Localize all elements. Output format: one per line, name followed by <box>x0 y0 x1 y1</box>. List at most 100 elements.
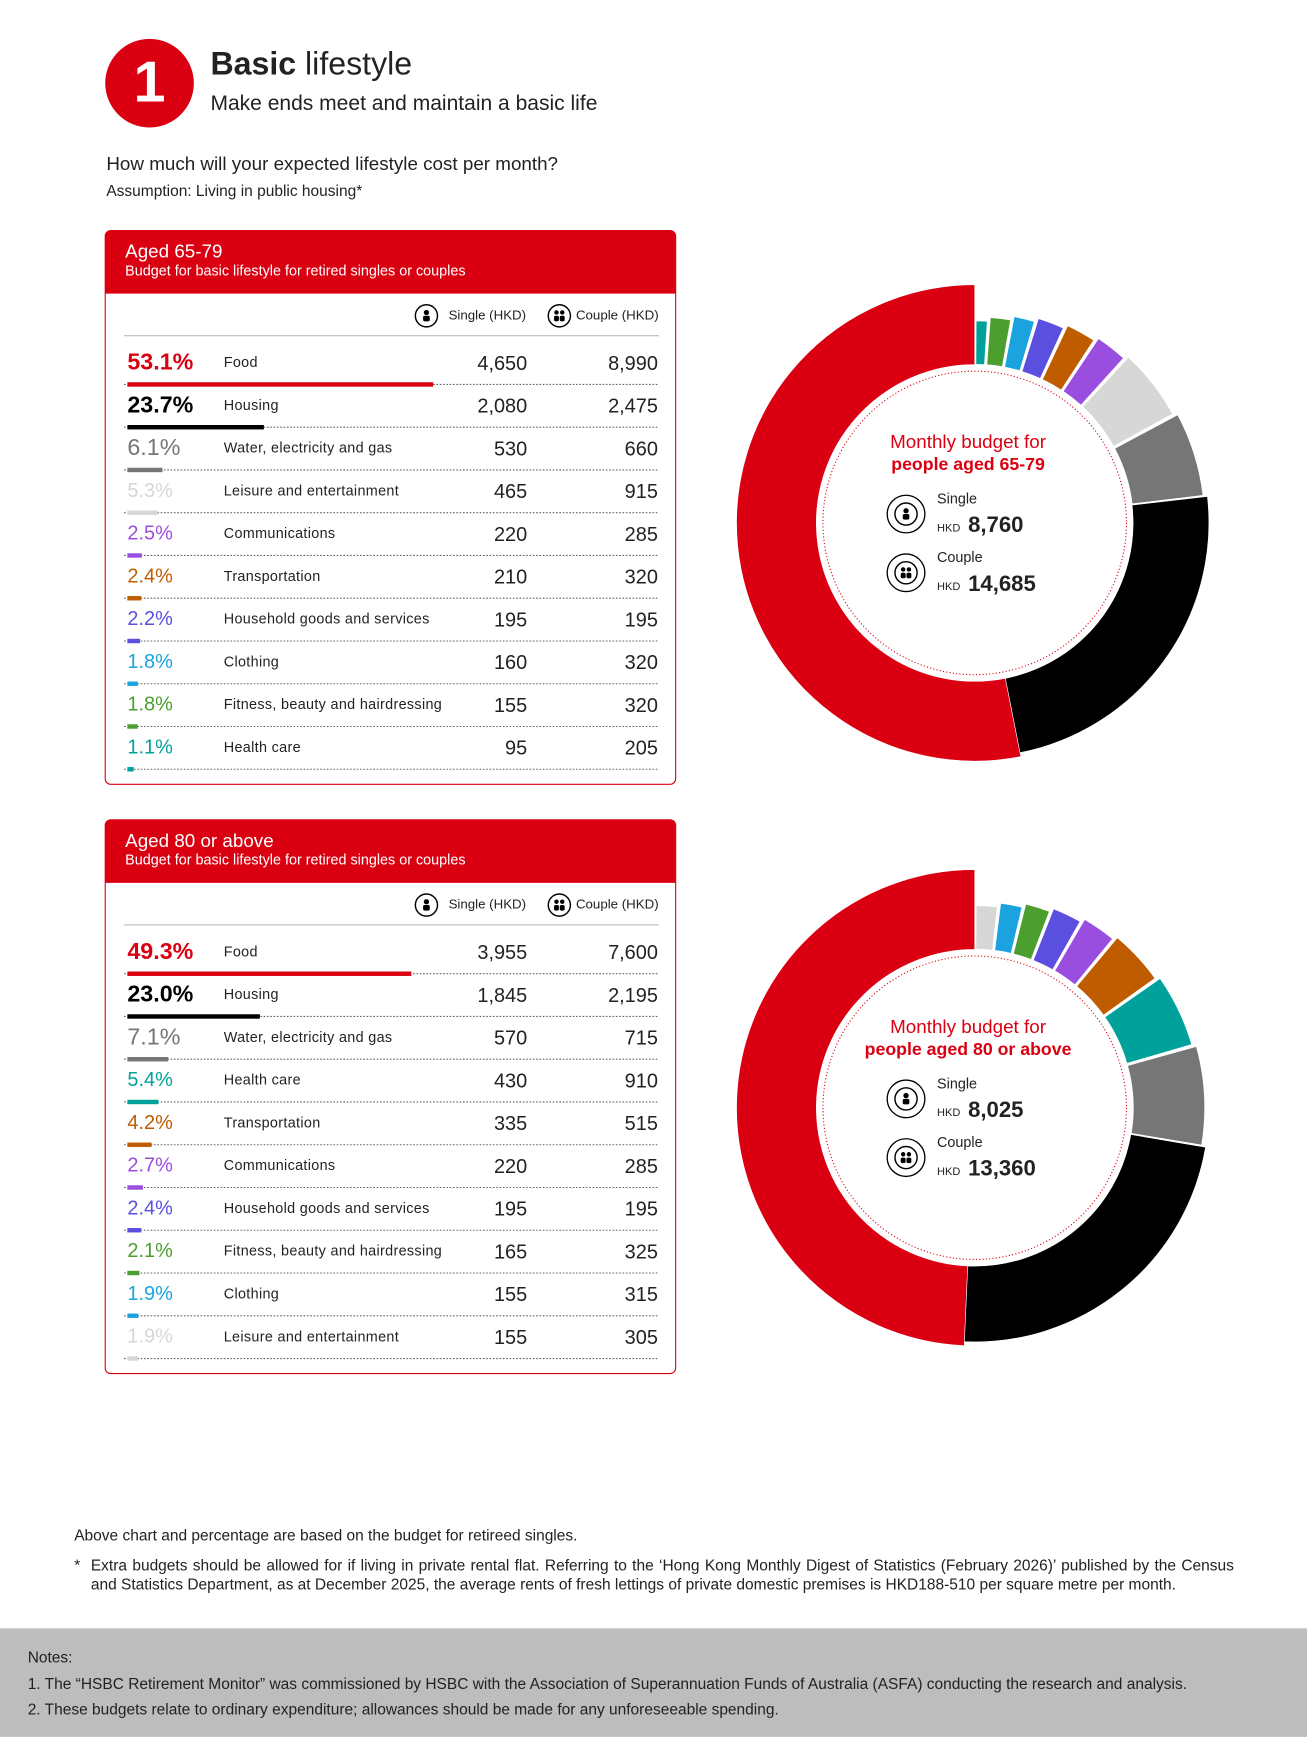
couple-amount: 325 <box>625 1241 658 1263</box>
icon-head <box>560 310 565 315</box>
percent-bar <box>127 681 138 686</box>
total-label: Couple <box>937 1135 983 1151</box>
single-amount: 430 <box>494 1070 527 1092</box>
title: Basic lifestyle <box>210 46 412 82</box>
icon-head <box>900 567 906 572</box>
percent-label: 5.3% <box>127 480 172 502</box>
center-title: people aged 65-79 <box>891 454 1045 474</box>
couple-amount: 320 <box>625 695 658 717</box>
donut-segment <box>1126 1045 1206 1146</box>
icon-head <box>906 567 912 572</box>
single-amount: 465 <box>494 481 527 503</box>
icon-head <box>903 1092 909 1099</box>
percent-label: 2.4% <box>127 565 172 587</box>
percent-label: 1.9% <box>127 1326 172 1348</box>
couple-amount: 8,990 <box>608 353 658 375</box>
column-label: Single (HKD) <box>449 307 527 322</box>
single-amount: 2,080 <box>477 396 527 418</box>
total-currency: HKD <box>937 1107 960 1119</box>
person-icon <box>894 560 918 585</box>
percent-label: 2.7% <box>127 1155 172 1177</box>
single-amount: 95 <box>505 738 527 760</box>
icon-body <box>554 905 559 911</box>
donut-ring <box>822 955 1128 1261</box>
couple-amount: 285 <box>625 1156 658 1178</box>
icon-head <box>423 309 430 316</box>
couple-amount: 2,195 <box>608 985 658 1007</box>
table-header <box>105 230 676 294</box>
percent-bar <box>127 596 142 601</box>
couple-amount: 195 <box>625 1199 658 1221</box>
table-header <box>105 819 676 883</box>
icon-body <box>900 572 906 579</box>
icon-head <box>903 508 909 514</box>
footer-note: Extra budgets should be allowed for if l… <box>90 1556 1234 1593</box>
percent-bar <box>127 724 138 729</box>
total-currency: HKD <box>937 1166 960 1178</box>
category: Food <box>224 944 258 960</box>
percent-bar <box>127 1142 152 1147</box>
footer-basis: Above chart and percentage are based on … <box>74 1527 577 1544</box>
category: Transportation <box>224 569 321 585</box>
percent-bar <box>127 1356 139 1361</box>
category: Clothing <box>224 654 279 670</box>
percent-label: 1.9% <box>127 1283 172 1305</box>
donut-hole <box>816 364 1134 682</box>
percent-bar <box>127 971 412 976</box>
single-amount: 195 <box>494 609 527 631</box>
single-amount: 3,955 <box>477 942 527 964</box>
category: Leisure and entertainment <box>224 1329 399 1345</box>
total-label: Single <box>937 1076 977 1092</box>
single-amount: 335 <box>494 1113 527 1135</box>
couple-amount: 715 <box>625 1028 658 1050</box>
icon-body <box>559 315 565 322</box>
percent-bar <box>127 1270 140 1276</box>
table-subtitle: Budget for basic lifestyle for retired s… <box>125 853 465 869</box>
category: Housing <box>224 398 279 414</box>
percent-bar <box>127 1014 260 1019</box>
footer-note-box: Extra budgets should be allowed for if l… <box>90 1556 1234 1593</box>
section-number: 1 <box>134 51 166 115</box>
percent-label: 4.2% <box>127 1112 172 1134</box>
icon-body <box>559 905 565 911</box>
single-amount: 220 <box>494 1156 527 1178</box>
donut-segment <box>975 904 999 951</box>
couple-amount: 195 <box>625 609 658 631</box>
total-currency: HKD <box>937 522 960 534</box>
footer-asterisk: * <box>74 1557 80 1574</box>
single-amount: 160 <box>494 652 527 674</box>
percent-label: 1.8% <box>127 694 172 716</box>
person-icon <box>547 893 572 917</box>
single-amount: 165 <box>494 1241 527 1263</box>
category: Fitness, beauty and hairdressing <box>224 1244 442 1260</box>
percent-bar <box>127 638 141 644</box>
single-amount: 220 <box>494 524 527 546</box>
percent-label: 2.2% <box>127 608 172 630</box>
column-label: Couple (HKD) <box>576 897 659 912</box>
percent-bar <box>127 1228 142 1233</box>
icon-head <box>554 310 559 315</box>
category: Transportation <box>224 1115 321 1131</box>
icon-body <box>900 1157 906 1164</box>
person-icon <box>894 1145 918 1170</box>
notes-title: Notes: <box>28 1649 73 1666</box>
percent-label: 53.1% <box>127 349 193 375</box>
couple-amount: 7,600 <box>608 942 658 964</box>
icon-body <box>902 1098 910 1105</box>
single-amount: 4,650 <box>477 353 527 375</box>
donut-ring <box>822 370 1128 676</box>
percent-bar <box>127 382 434 387</box>
single-amount: 530 <box>494 438 527 460</box>
total-amount: 14,685 <box>968 571 1036 596</box>
percent-bar <box>127 1313 139 1318</box>
category: Household goods and services <box>224 612 430 628</box>
couple-amount: 305 <box>625 1327 658 1349</box>
single-amount: 1,845 <box>477 985 527 1007</box>
icon-body <box>423 905 430 911</box>
couple-amount: 205 <box>625 738 658 760</box>
donut-segment <box>975 320 989 366</box>
single-amount: 210 <box>494 567 527 589</box>
total-amount: 8,760 <box>968 512 1023 537</box>
icon-head <box>906 1152 912 1157</box>
